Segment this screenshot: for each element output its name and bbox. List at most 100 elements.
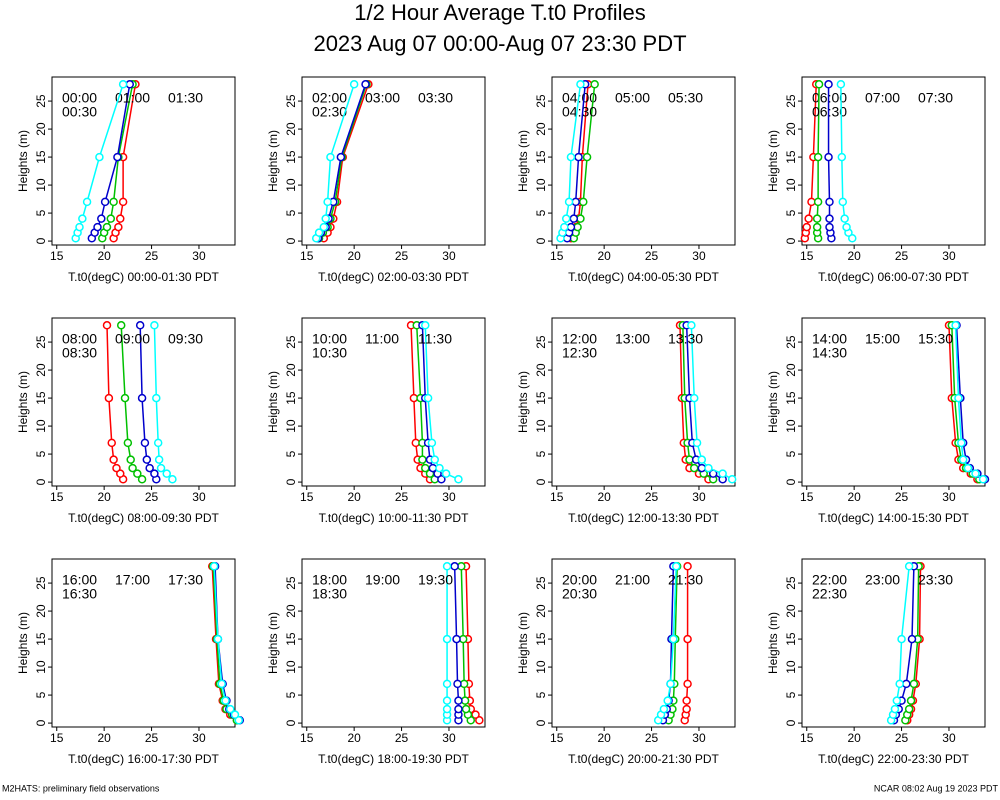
profile-point [102,222,112,232]
profile-point [682,696,691,705]
profile-point [109,455,118,464]
profile-point [102,321,112,330]
y-tick-label: 20 [34,122,48,136]
profile-point [442,704,452,714]
y-tick-label: 0 [34,478,48,485]
y-tick-label: 0 [534,237,548,244]
y-tick-label: 10 [534,660,548,674]
x-tick-label: 30 [942,490,956,504]
profile-point [437,475,446,484]
y-tick-label: 10 [34,419,48,433]
profile-point [234,716,244,725]
x-tick-label: 15 [550,731,564,745]
y-tick-label: 0 [784,719,798,726]
y-tick-label: 10 [534,419,548,433]
footer-right: NCAR 08:02 Aug 19 2023 PDT [874,783,999,793]
x-tick-label: 30 [442,490,456,504]
legend-label: 17:00 [115,572,150,588]
x-tick-label: 25 [145,490,159,504]
y-tick-label: 5 [784,450,798,457]
profile-point [314,228,324,237]
x-tick-label: 20 [347,249,361,263]
plot-frame [551,558,736,728]
profile-point [150,469,159,478]
profile-point [963,463,973,473]
y-tick-label: 0 [284,237,298,244]
profile-point [825,197,834,207]
profile-point [892,696,902,705]
plot-frame [301,317,486,487]
profile-point [100,197,110,207]
profile-point [838,197,848,207]
profile-point [576,80,585,89]
y-tick-label: 5 [784,691,798,698]
profile-point [442,634,452,644]
profile-point [162,469,171,478]
y-tick-label: 20 [284,604,298,618]
profile-point [421,463,430,473]
y-tick-label: 15 [34,150,48,164]
profile-point [954,393,963,403]
legend-label: 21:30 [668,572,703,588]
profile-point [957,438,966,448]
legend-label: 03:30 [418,90,453,106]
plot-frame [51,558,236,728]
x-tick-label: 25 [895,249,909,263]
profile-point [153,438,163,448]
legend-label: 13:30 [668,331,703,347]
profile-point [561,214,571,223]
profile-point [78,214,87,223]
profile-point [904,562,914,571]
legend-label: 07:30 [918,90,953,106]
profile-point [692,438,702,448]
y-tick-label: 20 [534,604,548,618]
legend-label: 00:30 [62,104,97,120]
profile-point [704,463,713,473]
panel: 15 20 25 30 0 5 10 15 20 25 T.t0(degC) 20:00-21:30… [516,558,736,766]
profile-point [430,455,439,464]
legend-label: 01:30 [168,90,203,106]
x-tick-label: 30 [192,249,206,263]
profile-point [978,475,988,484]
y-tick-label: 20 [784,122,798,136]
profile-point [152,393,161,403]
legend-label: 09:00 [115,331,150,347]
profile-point [116,321,126,330]
profile-point [133,469,142,478]
profile-point [145,463,154,473]
y-tick-label: 10 [284,178,298,192]
x-axis-label: T.t0(degC) 06:00-07:30 PDT [818,270,969,284]
x-tick-label: 25 [645,249,659,263]
profile-point [104,393,114,403]
plot-frame [51,317,236,487]
profile-point [812,222,822,232]
y-tick-label: 0 [534,719,548,726]
x-tick-label: 25 [895,490,909,504]
x-tick-label: 15 [550,490,564,504]
y-axis-label: Heights (m) [766,371,780,433]
legend-label: 16:30 [62,586,97,602]
y-tick-label: 10 [34,660,48,674]
legend-label: 03:00 [365,90,400,106]
legend-label: 10:00 [312,331,347,347]
legend-label: 06:30 [812,104,847,120]
profile-point [336,152,346,162]
y-tick-label: 25 [534,576,548,590]
x-axis-label: T.t0(degC) 04:00-05:30 PDT [568,270,719,284]
y-tick-label: 10 [784,178,798,192]
profile-point [907,634,917,644]
legend-label: 12:30 [562,345,597,361]
legend-label: 21:00 [615,572,650,588]
x-tick-label: 25 [395,249,409,263]
y-axis-label: Heights (m) [16,130,30,192]
plot-frame [801,76,986,246]
profile-point [897,634,906,644]
y-tick-label: 5 [34,450,48,457]
legend-label: 08:00 [62,331,97,347]
legend-label: 11:00 [365,331,399,347]
x-tick-label: 15 [800,249,814,263]
profile-point [669,634,678,644]
x-axis-label: T.t0(degC) 18:00-19:30 PDT [318,752,469,766]
legend-label: 22:00 [812,572,847,588]
x-tick-label: 30 [692,731,706,745]
